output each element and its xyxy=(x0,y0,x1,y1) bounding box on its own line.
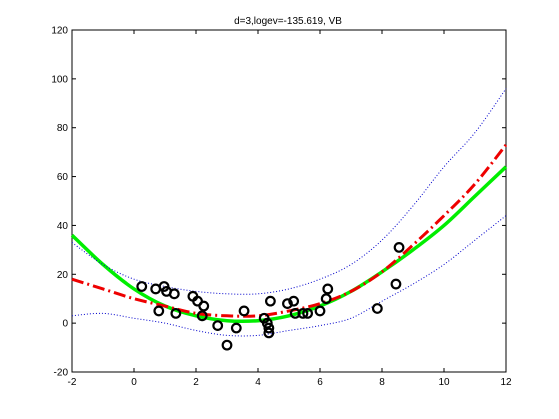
data-point xyxy=(263,327,275,339)
data-point xyxy=(288,295,300,307)
plot-area xyxy=(71,29,507,373)
y-tick-label: 100 xyxy=(51,74,68,85)
y-tick-label: 80 xyxy=(57,123,69,134)
y-tick-label: 20 xyxy=(57,270,69,281)
x-tick-label: 8 xyxy=(379,377,385,388)
data-point xyxy=(168,288,180,300)
data-point xyxy=(170,307,182,319)
data-point xyxy=(282,298,293,310)
data-point xyxy=(153,305,165,317)
data-point xyxy=(322,283,334,295)
y-tick-label: 40 xyxy=(57,221,69,232)
x-tick-label: 2 xyxy=(193,377,199,388)
data-point xyxy=(196,310,208,322)
data-point xyxy=(238,305,250,317)
x-tick-label: 0 xyxy=(131,377,137,388)
data-point xyxy=(265,295,276,307)
data-point xyxy=(371,303,383,314)
data-point xyxy=(261,317,273,329)
data-point xyxy=(230,322,242,334)
data-point xyxy=(221,339,233,351)
y-tick-label: 0 xyxy=(62,319,68,330)
data-point xyxy=(314,305,326,317)
data-point xyxy=(302,307,314,319)
chart-title: d=3,logev=-135.619, VB xyxy=(234,16,342,27)
data-point xyxy=(297,307,309,319)
x-tick-label: 12 xyxy=(500,377,512,388)
data-point xyxy=(393,242,405,253)
data-point xyxy=(263,322,275,334)
curve-solid-0 xyxy=(70,165,508,324)
curve-dash-dot-1 xyxy=(71,143,508,318)
data-point xyxy=(212,320,224,331)
curve-dotted-3 xyxy=(71,215,507,337)
x-tick-label: -2 xyxy=(68,377,77,388)
y-tick-label: 120 xyxy=(51,26,68,37)
data-point xyxy=(320,293,332,305)
points-layer xyxy=(136,242,405,351)
data-point xyxy=(198,300,210,312)
x-tick-label: 10 xyxy=(438,377,450,388)
x-tick-label: 6 xyxy=(317,377,323,388)
y-tick-label: -20 xyxy=(54,368,69,379)
y-tick-label: 60 xyxy=(57,172,69,183)
x-tick-label: 4 xyxy=(255,377,261,388)
data-point xyxy=(136,281,148,292)
data-point xyxy=(390,278,402,290)
